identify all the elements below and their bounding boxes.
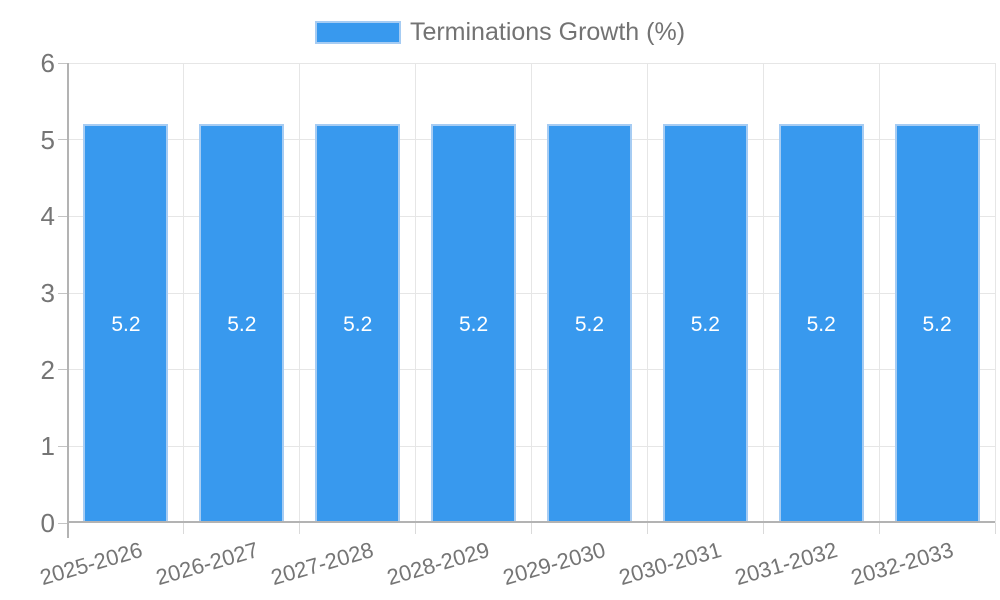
legend-swatch bbox=[314, 20, 401, 44]
bar[interactable]: 5.2 bbox=[431, 124, 517, 523]
y-tick-label: 2 bbox=[40, 354, 55, 385]
x-gridline bbox=[646, 63, 648, 523]
x-tick-label: 2032-2033 bbox=[847, 537, 956, 591]
y-tick-mark bbox=[58, 445, 68, 447]
y-tick-mark bbox=[58, 292, 68, 294]
y-tick-mark bbox=[58, 215, 68, 217]
x-tick-label: 2027-2028 bbox=[268, 537, 377, 591]
bar-value-label: 5.2 bbox=[227, 312, 257, 336]
y-tick-label: 4 bbox=[40, 201, 55, 232]
x-gridline bbox=[762, 63, 764, 523]
bar-value-label: 5.2 bbox=[806, 312, 836, 336]
x-tick-mark bbox=[878, 523, 880, 534]
bar-value-label: 5.2 bbox=[574, 312, 605, 336]
bar[interactable]: 5.2 bbox=[894, 124, 980, 523]
plot-area: 5.2 5.2 5.2 5.2 5.2 5.2 5.2 5.2 bbox=[58, 62, 996, 538]
x-tick-label: 2031-2032 bbox=[732, 537, 841, 591]
chart-legend-item[interactable]: Terminations Growth (%) bbox=[0, 13, 1000, 51]
y-tick-mark bbox=[58, 369, 68, 371]
y-tick-mark bbox=[58, 139, 68, 141]
x-tick-label: 2030-2031 bbox=[616, 537, 725, 591]
y-tick-mark bbox=[58, 522, 68, 524]
x-tick-label: 2029-2030 bbox=[500, 537, 609, 591]
bar[interactable]: 5.2 bbox=[662, 124, 748, 523]
y-tick-label: 1 bbox=[40, 431, 55, 462]
x-tick-mark bbox=[994, 523, 996, 534]
x-tick-label: 2026-2027 bbox=[152, 537, 261, 591]
bar[interactable]: 5.2 bbox=[778, 124, 864, 523]
bar-value-label: 5.2 bbox=[343, 312, 373, 336]
y-tick-label: 3 bbox=[40, 278, 55, 308]
bar[interactable]: 5.2 bbox=[315, 124, 401, 523]
x-tick-label: 2025-2026 bbox=[36, 537, 145, 591]
bar-value-label: 5.2 bbox=[458, 312, 489, 336]
y-tick-label: 5 bbox=[40, 124, 55, 155]
x-gridline bbox=[183, 63, 185, 523]
bar-value-label: 5.2 bbox=[111, 312, 141, 336]
x-gridline bbox=[299, 63, 301, 523]
x-gridline bbox=[878, 63, 880, 523]
x-tick-mark bbox=[299, 523, 301, 534]
x-axis-baseline bbox=[68, 521, 995, 523]
bar[interactable]: 5.2 bbox=[199, 124, 285, 523]
bar[interactable]: 5.2 bbox=[546, 124, 632, 523]
x-tick-mark bbox=[415, 523, 417, 534]
y-axis-line bbox=[67, 63, 69, 538]
x-gridline bbox=[415, 63, 417, 523]
x-gridline bbox=[531, 63, 532, 523]
x-tick-mark bbox=[762, 523, 764, 534]
legend-label: Terminations Growth (%) bbox=[409, 17, 686, 46]
y-tick-label: 6 bbox=[40, 48, 55, 78]
bar[interactable]: 5.2 bbox=[83, 124, 169, 523]
y-tick-mark bbox=[58, 62, 68, 64]
x-tick-mark bbox=[646, 523, 648, 534]
bar-value-label: 5.2 bbox=[922, 312, 952, 336]
x-tick-label: 2028-2029 bbox=[384, 537, 493, 591]
x-tick-mark bbox=[531, 523, 532, 534]
bar-value-label: 5.2 bbox=[690, 312, 720, 336]
x-gridline bbox=[994, 63, 996, 523]
x-tick-mark bbox=[183, 523, 185, 534]
y-tick-label: 0 bbox=[40, 508, 55, 538]
